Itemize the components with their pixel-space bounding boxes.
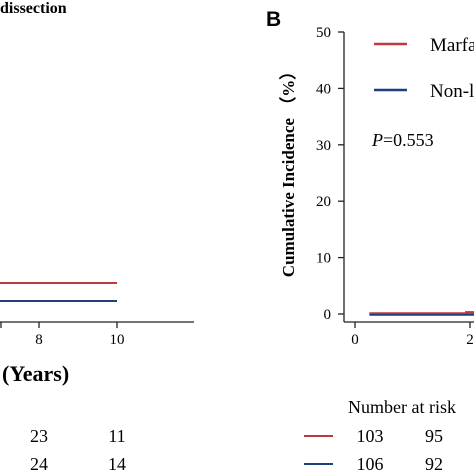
panel-b-x-tick-label: 2 [466,332,474,348]
panel-a-risk-value: 24 [30,454,48,474]
panel-b-label: B [266,8,281,31]
panel-b-y-tick-label: 30 [316,138,331,154]
panel-b-risk-value: 95 [425,426,443,446]
panel-b-y-tick-label: 10 [316,251,331,267]
panel-b-y-tick-label: 40 [316,81,331,97]
panel-b-legend: Marfa Non-l [374,35,474,102]
panel-b-risk-value: 106 [357,454,384,474]
panel-b-y-tick-label: 0 [324,307,332,323]
panel-b-axes: 0 10 20 30 40 50 0 2 [316,25,474,348]
legend-label: Non-l [430,81,474,102]
panel-b-y-label: Cumulative Incidence （%） [278,63,298,277]
panel-b-series [369,311,474,316]
panel-b-x-tick-label: 0 [351,332,359,348]
panel-a-series [0,282,117,302]
panel-b-risk-value: 103 [357,426,384,446]
panel-b-risk-table: 103 95 106 92 [304,426,443,474]
panel-a-x-label: (Years) [2,361,69,386]
panel-a-risk-value: 23 [30,426,48,446]
p-value-rest: =0.553 [383,130,434,150]
panel-a-risk-value: 11 [108,426,125,446]
panel-b-y-tick-label: 20 [316,194,331,210]
panel-a-title: dissection [0,0,67,17]
panel-a-risk-value: 14 [108,454,126,474]
panel-a-x-axis: 8 10 [0,321,194,348]
panel-a-x-tick-label: 10 [110,332,125,348]
panel-b-risk-title: Number at risk [348,397,456,417]
legend-label: Marfa [430,35,474,56]
panel-b-p-value: P=0.553 [371,130,434,150]
panel-b-risk-value: 92 [425,454,443,474]
panel-a-x-tick-label: 8 [35,332,43,348]
p-value-italic: P [371,130,383,150]
panel-b-y-tick-label: 50 [316,25,331,41]
panel-a-risk-table: 23 11 24 14 [30,426,126,474]
